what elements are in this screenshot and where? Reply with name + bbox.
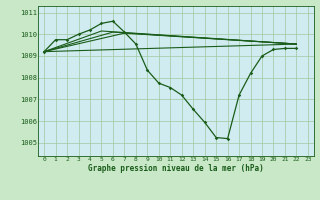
- X-axis label: Graphe pression niveau de la mer (hPa): Graphe pression niveau de la mer (hPa): [88, 164, 264, 173]
